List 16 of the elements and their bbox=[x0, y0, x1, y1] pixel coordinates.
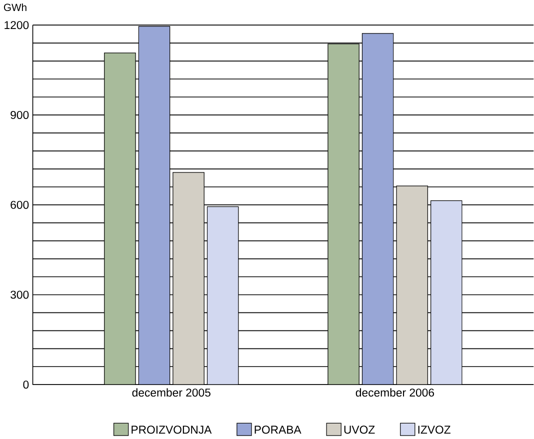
y-axis-title: GWh bbox=[4, 3, 26, 11]
y-tick-label: 900 bbox=[10, 110, 29, 119]
y-tick-label: 300 bbox=[10, 290, 29, 299]
legend-label: IZVOZ bbox=[418, 426, 450, 434]
y-tick-label: 600 bbox=[10, 200, 29, 209]
x-tick-label: december 2006 bbox=[356, 388, 434, 396]
bar bbox=[172, 172, 204, 384]
y-tick-label: 1200 bbox=[4, 20, 29, 29]
legend-label: PORABA bbox=[254, 426, 302, 434]
bar bbox=[206, 206, 239, 384]
x-tick-label: december 2005 bbox=[132, 388, 210, 396]
legend-label: UVOZ bbox=[344, 426, 375, 434]
bar bbox=[430, 200, 462, 384]
bar bbox=[396, 186, 428, 384]
y-tick-label: 0 bbox=[23, 380, 29, 388]
legend-label: PROIZVODNJA bbox=[132, 426, 212, 434]
